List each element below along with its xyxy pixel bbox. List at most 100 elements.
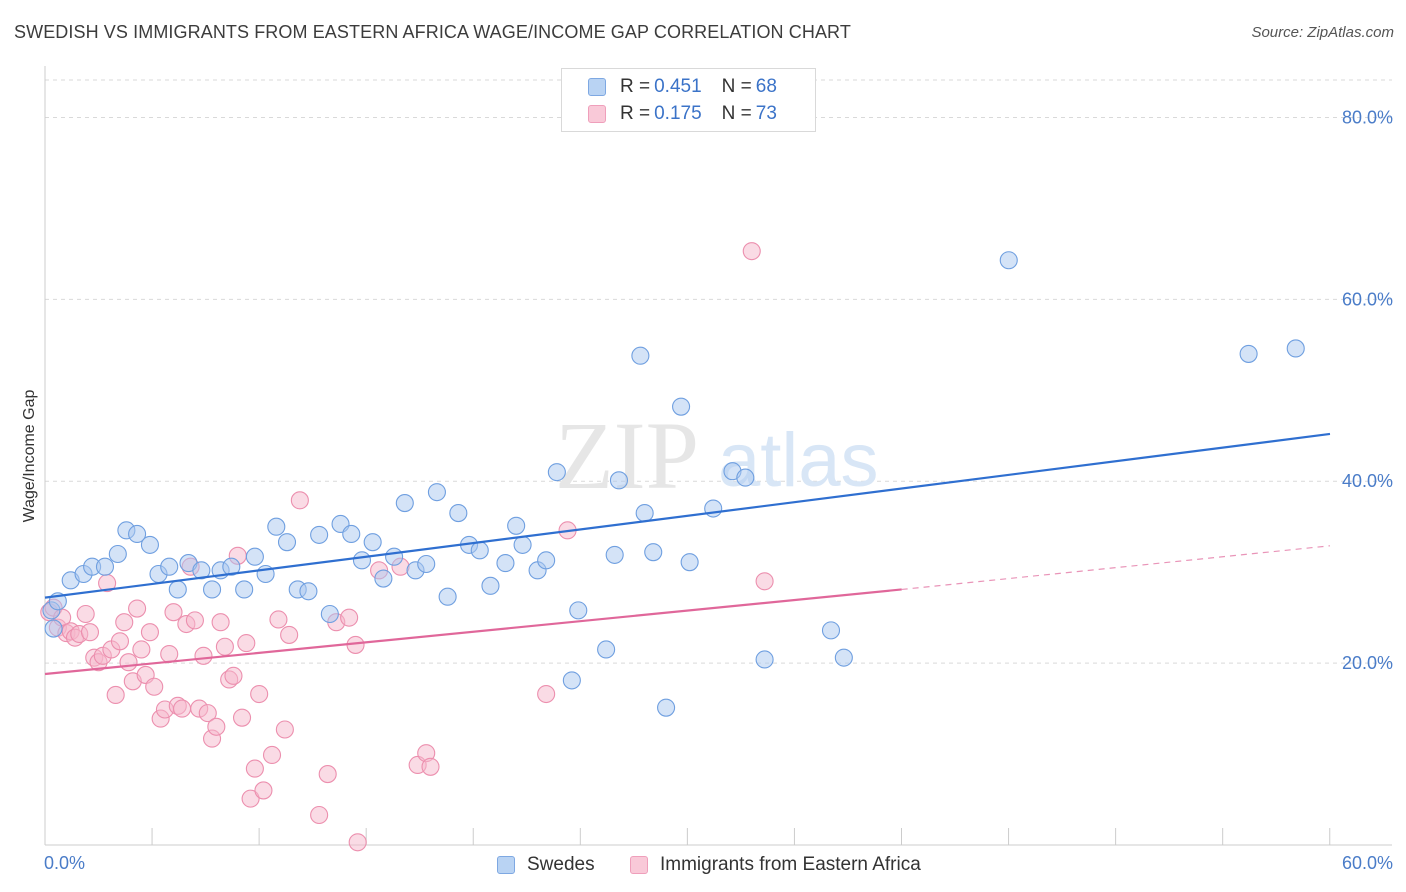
data-point-immigrants: [290, 491, 309, 510]
data-point-swedes: [267, 517, 286, 536]
series-legend-immigrants[interactable]: Immigrants from Eastern Africa: [630, 854, 921, 876]
data-point-swedes: [352, 551, 372, 570]
data-point-immigrants: [241, 789, 260, 808]
legend-n-value: 73: [755, 103, 777, 124]
x-tick-label: 0.0%: [44, 853, 85, 873]
chart-title: SWEDISH VS IMMIGRANTS FROM EASTERN AFRIC…: [14, 22, 851, 42]
legend-swatch-swedes: [588, 78, 606, 96]
series-legend-swedes[interactable]: Swedes: [497, 854, 595, 876]
data-point-immigrants: [115, 613, 134, 632]
data-point-immigrants: [275, 720, 294, 739]
data-point-swedes: [834, 648, 853, 667]
trend-line-immigrants: [44, 588, 902, 676]
data-point-swedes: [108, 544, 127, 564]
correlation-legend: R = 0.451 N = 68 R = 0.175 N = 73: [561, 68, 816, 132]
series-legend: Swedes Immigrants from Eastern Africa: [0, 852, 1406, 878]
data-point-swedes: [470, 541, 489, 560]
data-point-swedes: [235, 580, 254, 599]
data-point-immigrants: [207, 717, 226, 736]
data-point-swedes: [609, 471, 629, 490]
data-point-swedes: [203, 580, 222, 599]
data-point-swedes: [160, 557, 179, 576]
data-point-immigrants: [537, 684, 556, 704]
watermark-atlas: atlas: [718, 418, 879, 503]
data-point-immigrants: [237, 634, 256, 653]
data-point-swedes: [481, 576, 500, 595]
data-point-immigrants: [198, 704, 217, 723]
data-point-immigrants: [185, 611, 204, 630]
data-point-immigrants: [254, 781, 273, 800]
data-point-immigrants: [173, 699, 192, 718]
data-point-swedes: [95, 557, 115, 576]
data-point-immigrants: [211, 613, 230, 632]
series-swedes-points: [42, 251, 1305, 717]
data-point-immigrants: [76, 604, 95, 624]
data-point-swedes: [222, 557, 241, 576]
data-point-immigrants: [194, 646, 213, 665]
series-immigrants-points: [40, 242, 774, 852]
data-point-swedes: [342, 524, 361, 544]
data-point-immigrants: [119, 653, 138, 672]
watermark: ZIP atlas: [555, 402, 879, 509]
tick-labels: 20.0% 40.0% 60.0% 80.0% 0.0% 60.0%: [44, 107, 1393, 873]
data-point-swedes: [513, 535, 532, 554]
data-point-swedes: [755, 650, 774, 669]
data-point-immigrants: [128, 599, 147, 618]
data-point-swedes: [507, 516, 526, 535]
data-point-swedes: [680, 553, 699, 572]
data-point-swedes: [449, 504, 468, 523]
data-point-swedes: [821, 621, 841, 640]
data-point-immigrants: [421, 757, 440, 776]
data-point-immigrants: [160, 644, 179, 664]
data-point-immigrants: [755, 572, 774, 591]
data-point-swedes: [704, 499, 723, 518]
trend-lines: [44, 432, 1331, 676]
y-tick-label: 60.0%: [1342, 289, 1393, 309]
data-point-swedes: [496, 554, 515, 573]
data-point-immigrants: [224, 666, 243, 685]
data-point-immigrants: [280, 625, 299, 644]
y-tick-label: 40.0%: [1342, 471, 1393, 491]
data-point-swedes: [395, 494, 414, 513]
data-point-immigrants: [106, 685, 125, 704]
data-point-swedes: [427, 483, 446, 502]
data-point-swedes: [999, 251, 1018, 270]
data-point-swedes: [310, 525, 329, 544]
legend-r-value: 0.175: [654, 103, 702, 124]
legend-swatch-immigrants: [588, 105, 606, 123]
legend-row-immigrants: R = 0.175 N = 73: [588, 102, 777, 126]
data-point-swedes: [644, 543, 663, 562]
data-point-swedes: [1239, 344, 1258, 363]
data-point-immigrants: [310, 805, 329, 825]
data-point-immigrants: [145, 677, 164, 696]
legend-row-swedes: R = 0.451 N = 68: [588, 75, 777, 99]
data-point-swedes: [140, 535, 159, 554]
watermark-zip: ZIP: [555, 402, 699, 509]
legend-n-label: N =: [721, 103, 752, 124]
data-point-immigrants: [250, 684, 269, 704]
data-point-swedes: [657, 698, 676, 717]
data-point-swedes: [277, 533, 297, 552]
y-tick-label: 20.0%: [1342, 653, 1393, 673]
data-point-immigrants: [232, 708, 252, 727]
data-point-swedes: [299, 582, 318, 601]
gridlines: [45, 79, 1392, 664]
data-point-swedes: [537, 551, 556, 570]
data-point-swedes: [562, 671, 581, 690]
data-point-swedes: [168, 580, 187, 599]
data-point-immigrants: [164, 603, 183, 622]
data-point-swedes: [1286, 339, 1305, 358]
data-point-swedes: [363, 533, 382, 552]
legend-r-label: R =: [620, 103, 651, 124]
y-axis-title: Wage/Income Gap: [21, 390, 38, 523]
data-point-immigrants: [245, 759, 264, 778]
data-point-immigrants: [215, 637, 234, 656]
data-point-swedes: [569, 601, 588, 620]
data-point-immigrants: [318, 765, 337, 784]
data-point-swedes: [385, 547, 404, 566]
data-point-swedes: [672, 397, 691, 416]
y-tick-label: 80.0%: [1342, 107, 1393, 127]
data-point-immigrants: [110, 632, 130, 651]
legend-r-value: 0.451: [654, 76, 702, 97]
